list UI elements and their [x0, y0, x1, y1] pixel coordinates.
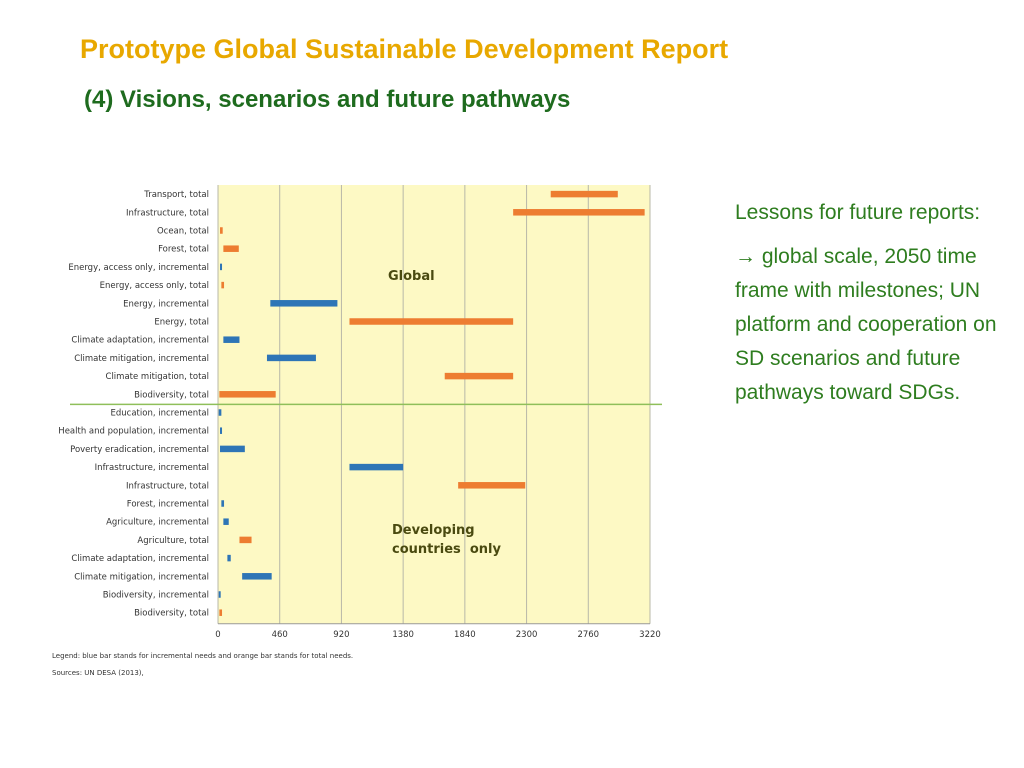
lessons-text: → global scale, 2050 time frame with mil…	[735, 245, 997, 404]
annotation-countries-only: countries only	[392, 542, 501, 557]
x-axis-ticks: 0 460 920 1380 1840 2300 2760 3220	[215, 630, 661, 640]
lessons-panel: Lessons for future reports: → global sca…	[735, 196, 1015, 410]
x-tick-label: 460	[272, 630, 288, 640]
category-label: Climate adaptation, incremental	[71, 336, 209, 346]
category-labels: Transport, total Infrastructure, total Oce…	[58, 190, 209, 619]
bar-total	[458, 482, 526, 489]
bar-incremental	[218, 409, 222, 416]
category-label: Biodiversity, incremental	[103, 591, 209, 601]
sources-note: Sources: UN DESA (2013),	[52, 669, 144, 677]
bar-incremental	[218, 591, 221, 598]
bar-total	[221, 281, 225, 289]
bar-total	[219, 391, 276, 398]
bar-incremental	[223, 518, 229, 525]
bar-total	[444, 372, 514, 380]
x-tick-label: 1840	[454, 630, 476, 640]
x-tick-label: 2760	[577, 630, 599, 640]
x-tick-label: 2300	[516, 630, 538, 640]
bar-incremental	[266, 354, 316, 362]
category-label: Forest, total	[158, 245, 209, 255]
category-label: Biodiversity, total	[134, 390, 209, 400]
category-label: Health and population, incremental	[58, 427, 209, 437]
category-label: Energy, access only, total	[100, 281, 209, 291]
bar-total	[550, 190, 618, 198]
slide-subtitle: (4) Visions, scenarios and future pathwa…	[84, 86, 571, 113]
category-label: Infrastructure, total	[126, 208, 209, 218]
slide-title: Prototype Global Sustainable Development…	[80, 34, 729, 64]
bar-incremental	[220, 263, 223, 271]
category-label: Education, incremental	[111, 409, 209, 419]
x-tick-label: 0	[215, 630, 220, 640]
bars	[218, 190, 645, 616]
bar-incremental	[220, 427, 223, 434]
category-label: Energy, total	[154, 318, 209, 328]
lessons-heading: Lessons for future reports:	[735, 201, 981, 224]
bar-total	[513, 209, 645, 216]
category-label: Climate adaptation, incremental	[71, 554, 209, 564]
category-label: Forest, incremental	[127, 500, 209, 510]
category-label: Energy, incremental	[123, 299, 209, 309]
category-label: Ocean, total	[157, 227, 209, 237]
x-tick-label: 1380	[392, 630, 414, 640]
category-label: Energy, access only, incremental	[68, 263, 209, 273]
bar-total	[223, 245, 239, 252]
category-label: Climate mitigation, incremental	[74, 572, 209, 582]
bar-incremental	[221, 500, 225, 507]
category-label: Agriculture, total	[137, 536, 209, 546]
bar-total	[239, 536, 252, 544]
annotation-global: Global	[388, 269, 435, 284]
annotation-developing: Developing	[392, 523, 475, 538]
category-label: Transport, total	[143, 190, 209, 200]
bar-incremental	[223, 336, 240, 343]
bar-incremental	[220, 445, 245, 453]
bar-total	[220, 227, 223, 234]
bar-incremental	[349, 463, 404, 471]
bar-total	[349, 318, 514, 325]
bar-incremental	[242, 573, 272, 580]
x-tick-label: 3220	[639, 630, 661, 640]
legend-note: Legend: blue bar stands for incremental …	[52, 652, 354, 660]
category-label: Infrastructure, incremental	[95, 463, 209, 473]
category-label: Biodiversity, total	[134, 609, 209, 619]
category-label: Infrastructure, total	[126, 481, 209, 491]
x-tick-label: 920	[333, 630, 349, 640]
bar-incremental	[227, 554, 231, 562]
bar-incremental	[270, 300, 338, 307]
category-label: Poverty eradication, incremental	[70, 445, 209, 455]
category-label: Agriculture, incremental	[106, 518, 209, 528]
bar-total	[219, 609, 223, 616]
category-label: Climate mitigation, total	[106, 372, 209, 382]
category-label: Climate mitigation, incremental	[74, 354, 209, 364]
